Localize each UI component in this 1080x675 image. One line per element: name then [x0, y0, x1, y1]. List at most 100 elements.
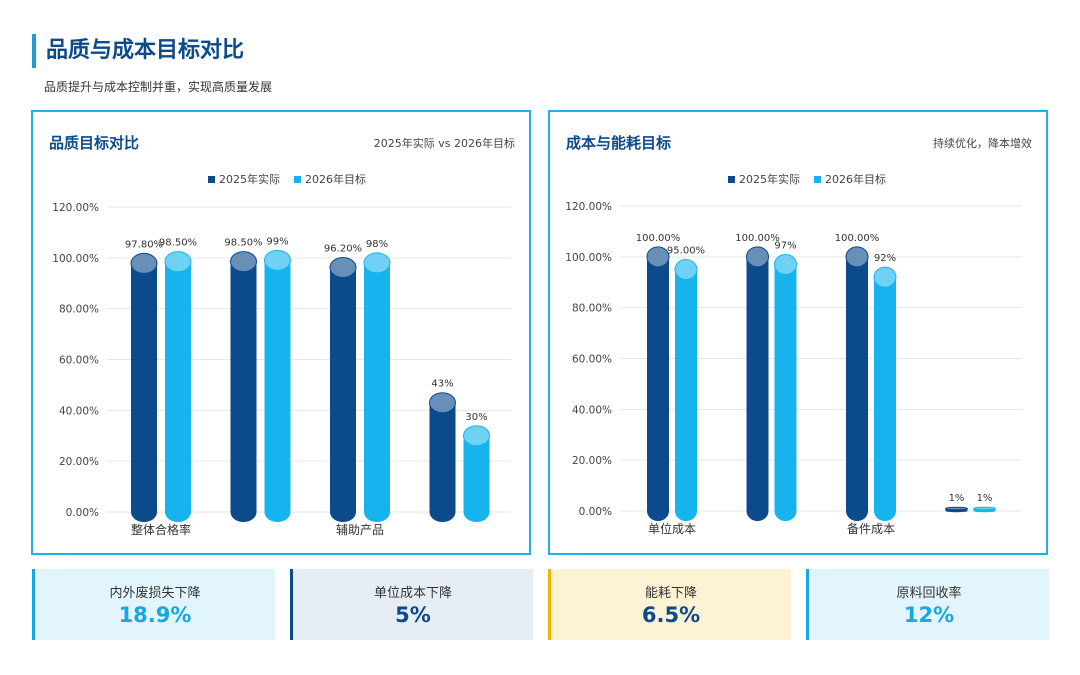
- bar-base: [131, 502, 157, 522]
- kpi-card-energy: 能耗下降 6.5%: [548, 569, 791, 640]
- bar: [165, 261, 191, 512]
- page-title-block: 品质与成本目标对比: [32, 34, 244, 68]
- y-tick-label: 20.00%: [572, 455, 612, 467]
- kpi-value: 6.5%: [641, 603, 701, 627]
- bar: [647, 256, 669, 511]
- bar: [364, 262, 390, 512]
- kpi-label: 能耗下降: [644, 586, 697, 601]
- data-label: 95.00%: [667, 246, 705, 257]
- y-tick-label: 80.00%: [59, 304, 99, 316]
- bar-cap: [674, 259, 698, 281]
- quality-chart-title: 品质目标对比: [49, 134, 140, 152]
- bar-base: [675, 501, 697, 521]
- kpi-value: 12%: [903, 603, 955, 627]
- data-label: 100.00%: [735, 233, 780, 244]
- kpi-card-recycle-rate: 原料回收率 12%: [806, 569, 1049, 640]
- data-label: 98.50%: [159, 238, 197, 249]
- cost-chart-panel: 成本与能耗目标 持续优化，降本增效 0.00% 20.00% 40.00% 60.00…: [548, 110, 1048, 555]
- data-label: 43%: [431, 379, 453, 390]
- bar-cap: [130, 252, 158, 274]
- bar-base: [230, 502, 257, 522]
- data-label: 98%: [366, 239, 388, 250]
- bar-cap: [463, 425, 490, 447]
- bar-cap: [973, 506, 996, 511]
- x-category-label: 整体合格率: [131, 522, 191, 537]
- bar-cap: [845, 246, 869, 268]
- quality-chart: 0.00% 20.00% 40.00% 60.00% 80.00% 100.00% 120.…: [52, 172, 511, 537]
- bar: [675, 269, 697, 511]
- legend-label: 2025年实际: [219, 172, 280, 186]
- bar: [463, 435, 490, 512]
- kpi-value: 18.9%: [118, 603, 192, 627]
- bar-base: [846, 501, 868, 521]
- bar: [746, 256, 769, 511]
- bar-base: [463, 502, 490, 522]
- data-label: 100.00%: [636, 233, 681, 244]
- data-label: 100.00%: [835, 233, 880, 244]
- page-title: 品质与成本目标对比: [46, 38, 245, 63]
- bar: [230, 261, 257, 512]
- x-category-label: 备件成本: [847, 522, 895, 536]
- x-category-label: 辅助产品: [336, 523, 384, 537]
- legend-label: 2026年目标: [305, 172, 366, 186]
- bar-base: [945, 509, 968, 513]
- y-tick-label: 100.00%: [565, 252, 612, 264]
- kpi-label: 内外废损失下降: [109, 586, 201, 601]
- kpi-label: 单位成本下降: [373, 586, 452, 601]
- legend-label: 2026年目标: [825, 172, 886, 186]
- y-tick-label: 60.00%: [59, 355, 99, 367]
- y-tick-label: 60.00%: [572, 354, 612, 366]
- bar-base: [874, 501, 896, 521]
- y-tick-label: 120.00%: [52, 202, 99, 214]
- y-tick-label: 0.00%: [66, 507, 99, 519]
- cost-chart-note: 持续优化，降本增效: [933, 137, 1032, 150]
- kpi-card-scrap-loss: 内外废损失下降 18.9%: [32, 569, 275, 640]
- bar: [330, 267, 356, 512]
- y-tick-label: 120.00%: [565, 201, 612, 213]
- bar-cap: [329, 256, 357, 278]
- y-tick-label: 100.00%: [52, 253, 99, 265]
- cost-chart-title: 成本与能耗目标: [566, 134, 672, 152]
- bar-cap: [363, 252, 391, 274]
- bar-base: [774, 501, 797, 521]
- bar: [264, 260, 291, 512]
- bar-cap: [873, 266, 897, 288]
- bar: [131, 263, 157, 512]
- kpi-label: 原料回收率: [896, 586, 962, 601]
- bar: [429, 402, 456, 512]
- data-label: 30%: [465, 412, 487, 423]
- bar-base: [165, 502, 191, 522]
- bar: [774, 264, 797, 511]
- legend-label: 2025年实际: [739, 172, 800, 186]
- bar-base: [973, 509, 996, 513]
- legend-swatch: [208, 176, 215, 183]
- data-label: 99%: [266, 236, 288, 247]
- quality-chart-panel: 品质目标对比 2025年实际 vs 2026年目标 0.00% 20.00% 40.…: [31, 110, 531, 555]
- data-label: 97.80%: [125, 239, 163, 250]
- data-label: 98.50%: [224, 238, 262, 249]
- bar-base: [429, 502, 456, 522]
- bar-base: [746, 501, 769, 521]
- bar-cap: [164, 251, 192, 273]
- bar-cap: [746, 246, 769, 268]
- bar-base: [264, 502, 291, 522]
- data-label: 92%: [874, 253, 896, 264]
- page-subtitle: 品质提升与成本控制并重，实现高质量发展: [44, 80, 273, 94]
- y-tick-label: 80.00%: [572, 303, 612, 315]
- bar-cap: [646, 246, 670, 268]
- kpi-card-unit-cost: 单位成本下降 5%: [290, 569, 533, 640]
- bar-base: [364, 502, 390, 522]
- y-tick-label: 20.00%: [59, 456, 99, 468]
- bar-cap: [774, 253, 797, 275]
- data-label: 97%: [774, 240, 796, 251]
- legend-swatch: [728, 176, 735, 183]
- bar: [874, 277, 896, 511]
- y-tick-label: 40.00%: [59, 405, 99, 417]
- data-label: 96.20%: [324, 243, 362, 254]
- kpi-value: 5%: [395, 603, 431, 627]
- legend-swatch: [294, 176, 301, 183]
- bar-base: [330, 502, 356, 522]
- data-label: 1%: [949, 493, 965, 504]
- legend-swatch: [814, 176, 821, 183]
- bar-base: [647, 501, 669, 521]
